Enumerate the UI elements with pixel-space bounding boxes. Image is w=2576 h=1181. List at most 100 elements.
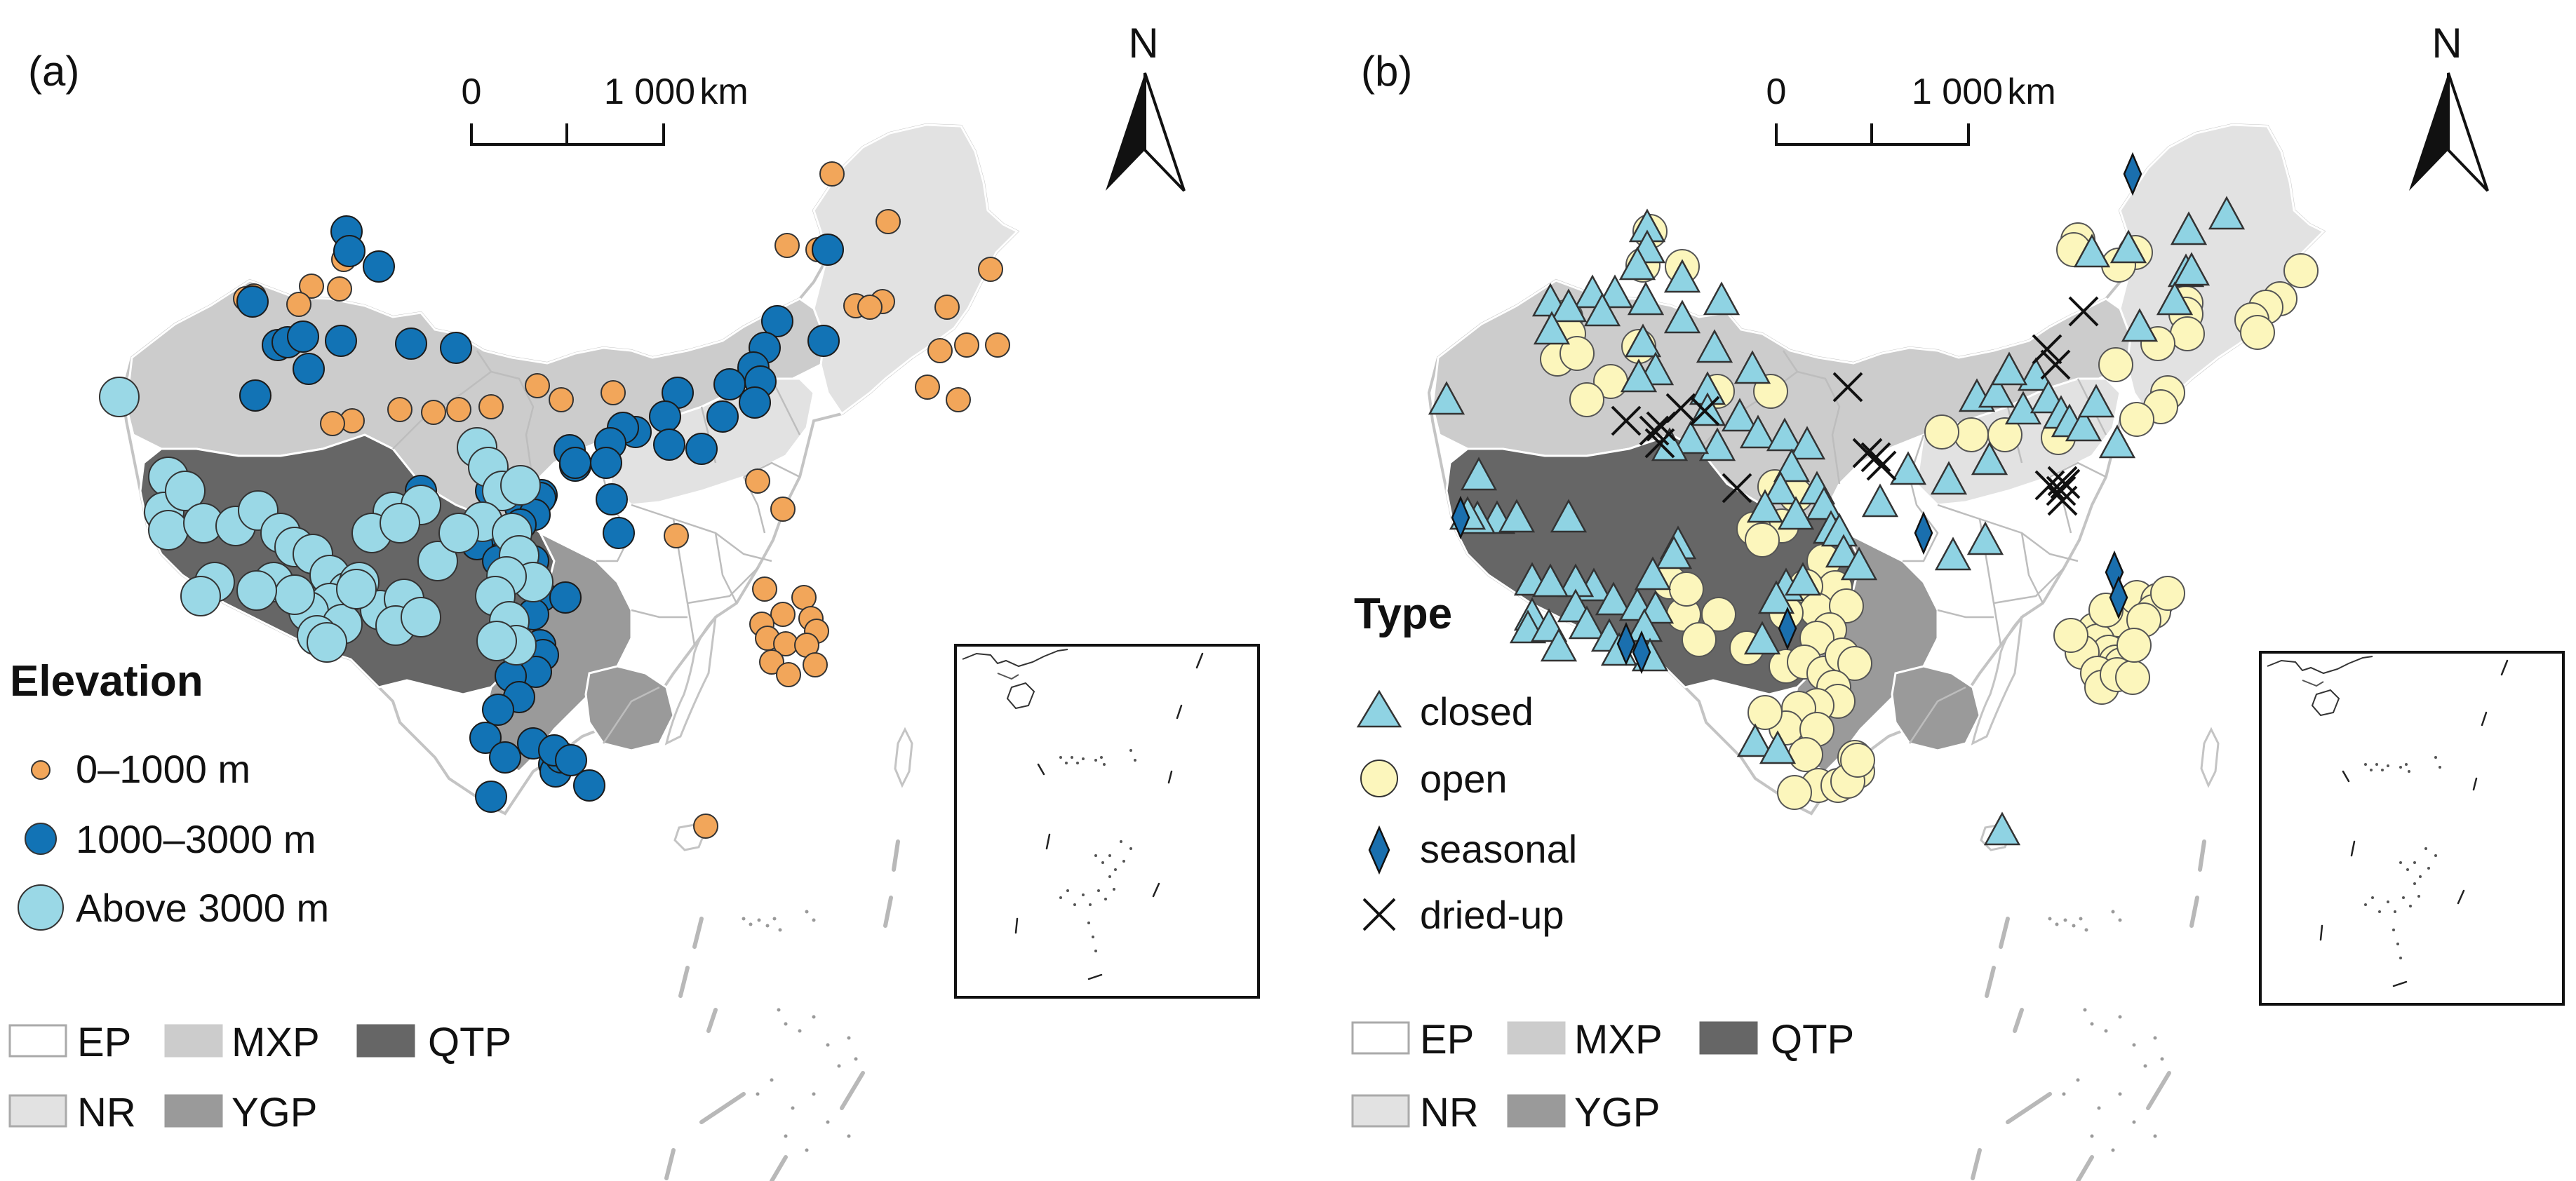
lake-points-type — [1428, 151, 2319, 846]
lake-point — [380, 503, 420, 544]
lake-point — [2173, 252, 2211, 286]
lake-point — [653, 428, 685, 461]
lake-point — [1966, 521, 2004, 555]
lake-point — [325, 325, 357, 357]
lake-point — [573, 769, 605, 802]
lake-point — [2032, 334, 2062, 365]
lake-point — [1616, 621, 1636, 666]
lake-point — [286, 292, 311, 317]
lake-point — [1788, 737, 1823, 772]
lake-point — [1559, 336, 1595, 371]
lake-point — [2040, 349, 2071, 380]
lake-point — [1757, 580, 1795, 614]
lake-point — [954, 332, 979, 358]
lake-point — [745, 468, 770, 494]
lake-point — [596, 483, 628, 515]
region-label-ep-b: EP — [1420, 1017, 1474, 1062]
lake-point — [327, 276, 352, 302]
scale-zero: 0 — [462, 72, 482, 112]
lake-point — [1663, 259, 1701, 293]
lake-point — [2117, 628, 2152, 663]
lake-points-elevation — [99, 161, 1010, 839]
region-swatch-mxp — [164, 1024, 223, 1058]
lake-point — [693, 814, 718, 839]
lake-point — [1759, 730, 1797, 764]
lake-point — [1743, 621, 1781, 655]
lake-point — [165, 471, 206, 511]
lake-point — [299, 274, 324, 299]
lake-point — [1722, 473, 1752, 504]
lake-point — [1568, 605, 1606, 640]
lake-point — [1595, 581, 1632, 616]
lake-point — [603, 517, 635, 549]
scale-unit-b: km — [2007, 72, 2055, 112]
lake-point — [915, 374, 940, 400]
lake-point — [664, 523, 689, 548]
lake-point — [1665, 393, 1696, 424]
lake-point — [1747, 695, 1783, 730]
scale-zero-b: 0 — [1766, 72, 1787, 112]
lake-point — [1540, 628, 1578, 662]
lake-point — [1583, 292, 1621, 327]
lake-point — [1655, 535, 1693, 569]
lake-point — [2068, 296, 2099, 327]
lake-point — [549, 581, 582, 614]
lake-point — [759, 649, 784, 675]
lake-point — [791, 585, 817, 610]
region-label-mxp: MXP — [232, 1020, 320, 1065]
lake-point — [812, 234, 844, 266]
north-arrow-icon-b: N — [2409, 20, 2489, 192]
lake-point — [1840, 743, 1875, 778]
north-arrow-icon: N — [1106, 20, 1186, 192]
lake-point — [1669, 572, 1704, 607]
region-swatch-nr-b — [1351, 1094, 1410, 1128]
lake-point — [446, 397, 471, 422]
north-label-b: N — [2431, 20, 2462, 67]
lake-point — [1428, 381, 1465, 415]
lake-point — [1739, 414, 1777, 449]
lake-point — [1663, 299, 1701, 334]
lake-point — [555, 744, 587, 776]
lake-point — [1745, 522, 1780, 558]
lake-point — [387, 397, 412, 422]
region-label-qtp-b: QTP — [1771, 1017, 1854, 1062]
region-swatch-qtp-b — [1699, 1021, 1758, 1055]
lake-point — [1778, 606, 1797, 651]
legend-symbol-large-circle — [18, 884, 64, 931]
lake-point — [1990, 351, 2028, 386]
lake-point — [239, 379, 271, 412]
lake-point — [1696, 329, 1733, 363]
region-label-ygp: YGP — [232, 1090, 318, 1135]
region-swatch-nr — [8, 1094, 67, 1128]
lake-point — [1889, 451, 1927, 485]
lake-point — [1837, 646, 1872, 681]
lake-point — [1788, 426, 1826, 460]
lake-point — [1451, 495, 1470, 540]
lake-point — [1721, 398, 1759, 432]
lake-point — [438, 513, 479, 553]
scale-distance-b: 1 000 — [1912, 72, 2003, 112]
lake-point — [417, 541, 458, 581]
lake-point — [1596, 274, 1634, 309]
lake-point — [2053, 618, 2088, 653]
lake-point — [2047, 485, 2078, 516]
lake-point — [1672, 420, 1710, 454]
lake-point — [2156, 281, 2194, 316]
lake-point — [2073, 234, 2111, 268]
lake-point — [1618, 246, 1656, 281]
lake-point — [1978, 374, 2015, 408]
lake-point — [1632, 630, 1651, 675]
legend-symbol-small-circle — [31, 760, 51, 780]
scale-bar-b: 0 1 000 km — [1766, 72, 2056, 146]
legend-symbol-triangle — [1356, 689, 1402, 728]
lake-point — [857, 295, 883, 320]
lake-point — [706, 400, 739, 433]
lake-point — [236, 570, 277, 611]
lake-point — [559, 447, 591, 479]
lake-point — [2208, 196, 2246, 230]
lake-point — [2119, 402, 2154, 437]
lake-point — [1460, 457, 1498, 491]
legend-item-closed: closed — [1420, 689, 1534, 734]
lake-point — [1777, 775, 1812, 810]
